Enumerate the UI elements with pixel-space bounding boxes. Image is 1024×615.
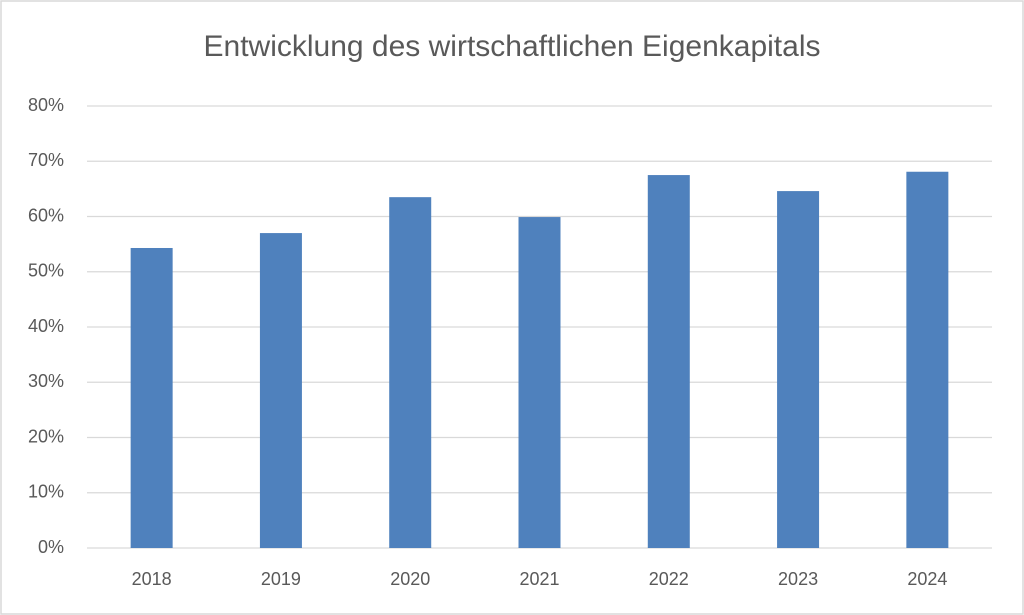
y-tick-label: 10% xyxy=(28,482,64,502)
bar xyxy=(259,233,302,548)
x-tick-label: 2024 xyxy=(907,569,947,589)
y-tick-label: 50% xyxy=(28,261,64,281)
x-tick-label: 2022 xyxy=(649,569,689,589)
y-tick-label: 40% xyxy=(28,316,64,336)
bar xyxy=(389,197,432,548)
y-tick-label: 20% xyxy=(28,426,64,446)
y-tick-label: 60% xyxy=(28,205,64,225)
y-tick-label: 70% xyxy=(28,150,64,170)
y-tick-label: 0% xyxy=(38,537,64,557)
y-tick-label: 80% xyxy=(28,95,64,115)
bar xyxy=(647,175,690,548)
bar xyxy=(777,191,820,548)
x-tick-label: 2018 xyxy=(132,569,172,589)
x-tick-label: 2019 xyxy=(261,569,301,589)
bar xyxy=(906,171,949,548)
y-tick-label: 30% xyxy=(28,371,64,391)
x-tick-label: 2023 xyxy=(778,569,818,589)
chart-title: Entwicklung des wirtschaftlichen Eigenka… xyxy=(204,30,821,63)
bar xyxy=(130,247,173,548)
bar xyxy=(518,217,561,549)
x-tick-label: 2020 xyxy=(390,569,430,589)
x-tick-label: 2021 xyxy=(519,569,559,589)
